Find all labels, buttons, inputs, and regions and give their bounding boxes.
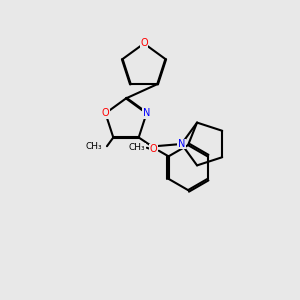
Text: O: O xyxy=(150,144,157,154)
Text: CH₃: CH₃ xyxy=(129,143,145,152)
Text: N: N xyxy=(143,108,150,118)
Text: O: O xyxy=(140,38,148,49)
Text: CH₃: CH₃ xyxy=(86,142,103,151)
Text: O: O xyxy=(102,108,109,118)
Text: N: N xyxy=(178,139,185,149)
